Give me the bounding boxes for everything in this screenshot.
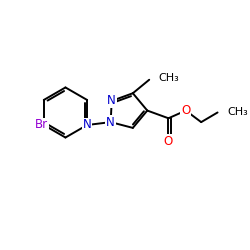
- Text: CH₃: CH₃: [227, 108, 248, 118]
- Text: O: O: [164, 135, 173, 148]
- Text: O: O: [181, 104, 190, 117]
- Text: N: N: [83, 118, 92, 132]
- Text: N: N: [106, 116, 115, 128]
- Text: Br: Br: [35, 118, 49, 132]
- Text: N: N: [107, 94, 116, 108]
- Text: CH₃: CH₃: [159, 73, 180, 83]
